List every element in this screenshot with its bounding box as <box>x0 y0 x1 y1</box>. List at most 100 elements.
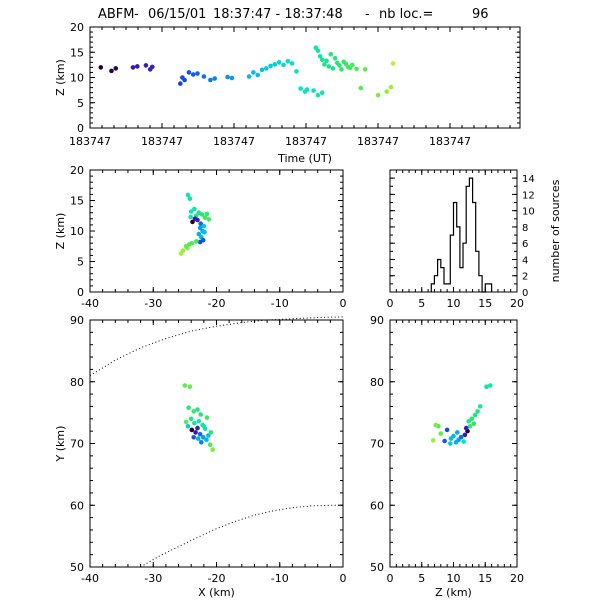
data-point <box>195 217 200 223</box>
data-point <box>212 76 217 81</box>
x-tick-label: 183747 <box>213 135 255 148</box>
data-point <box>289 61 295 66</box>
data-point <box>438 431 444 436</box>
data-point <box>194 239 199 244</box>
histogram-bar <box>485 284 488 292</box>
data-point <box>430 438 436 443</box>
x-tick-label: -20 <box>208 572 226 585</box>
data-point <box>143 63 149 68</box>
y-tick-label: 80 <box>70 376 84 389</box>
boundary-curve <box>89 316 344 377</box>
data-point <box>208 77 213 83</box>
data-point <box>197 431 203 437</box>
data-point <box>466 419 472 424</box>
y-tick-label: 90 <box>70 314 84 327</box>
data-point <box>197 239 203 245</box>
histogram-bar <box>450 235 453 292</box>
data-point <box>204 211 210 217</box>
histogram-bar <box>457 227 460 292</box>
x-tick-label: -40 <box>81 572 99 585</box>
data-point <box>183 419 189 425</box>
data-point <box>375 92 381 98</box>
histogram-bar <box>476 251 479 292</box>
y-tick-label: 14 <box>522 174 535 185</box>
y-tick-label: 10 <box>70 72 84 85</box>
data-point <box>281 62 286 68</box>
y-tick-label: 70 <box>70 438 84 451</box>
title-separator-2: - <box>365 7 370 22</box>
x-tick-label: 0 <box>387 572 394 585</box>
data-point <box>332 56 338 61</box>
y-tick-label: 50 <box>70 561 84 574</box>
data-point <box>272 62 278 67</box>
data-point <box>210 447 215 453</box>
histogram-bar <box>431 284 434 292</box>
y-tick-label: 10 <box>70 225 84 238</box>
data-point <box>354 66 359 72</box>
histogram-bar <box>444 284 447 292</box>
data-point <box>475 409 480 414</box>
x-tick-label: 0 <box>340 297 347 310</box>
x-tick-label: 0 <box>387 297 394 310</box>
data-point <box>202 229 207 235</box>
y-tick-label: 2 <box>522 272 528 283</box>
x-axis-label: X (km) <box>198 586 235 599</box>
panel-altitude-histogram: 0 2 4 6 8 10 12 14 0 5 10 15 20 number of sources <box>387 169 562 310</box>
y-axis-label: Y (km) <box>54 426 67 463</box>
data-point <box>199 440 204 445</box>
y-axis-label: Z (km) <box>54 213 67 250</box>
data-point <box>324 58 329 64</box>
data-point <box>339 67 344 72</box>
data-point <box>469 416 475 422</box>
data-point <box>201 223 207 229</box>
data-point <box>130 65 136 70</box>
y-tick-label: 90 <box>370 314 384 327</box>
data-point <box>315 48 321 53</box>
data-point <box>319 57 325 63</box>
data-point <box>328 52 334 57</box>
data-point <box>197 225 203 231</box>
histogram-bar <box>479 276 482 292</box>
data-point <box>246 74 252 79</box>
x-tick-label: 183747 <box>429 135 471 148</box>
x-tick-label: -10 <box>271 297 289 310</box>
data-point <box>448 436 454 441</box>
data-point <box>484 384 489 390</box>
histogram-bar <box>460 268 463 292</box>
y-tick-label: 4 <box>522 255 528 266</box>
data-point <box>192 420 197 426</box>
data-point <box>453 440 459 445</box>
y-axis-label: Z (km) <box>54 59 67 96</box>
x-tick-label: -30 <box>144 297 162 310</box>
data-point <box>317 54 323 59</box>
panel-x-height: 0 5 10 15 20 -40 -30 -20 -10 0 Z (km) <box>54 164 347 310</box>
data-point <box>182 383 188 388</box>
data-point <box>186 70 192 75</box>
data-point <box>326 64 332 69</box>
histogram-bar <box>463 243 466 292</box>
data-point <box>390 61 396 66</box>
data-point <box>358 85 364 91</box>
x-tick-label: 0 <box>340 572 347 585</box>
data-point <box>113 66 119 71</box>
y-tick-label: 70 <box>370 438 384 451</box>
data-point <box>471 421 477 427</box>
data-point <box>188 214 193 220</box>
y-tick-label: 60 <box>70 499 84 512</box>
data-point <box>322 62 327 67</box>
data-point <box>199 212 205 217</box>
data-point <box>189 427 195 433</box>
title-date: 06/15/01 <box>148 7 206 22</box>
boundary-curve <box>140 504 343 568</box>
data-point <box>191 409 196 414</box>
x-tick-label: 15 <box>478 572 492 585</box>
data-point <box>109 68 114 74</box>
data-point <box>198 221 203 226</box>
data-point <box>285 59 291 64</box>
data-point <box>188 209 194 214</box>
panel-z-y-view: 50 60 70 80 90 0 5 10 15 20 Z (km) <box>370 314 524 599</box>
data-point <box>200 435 206 440</box>
y-tick-label: 80 <box>370 376 384 389</box>
data-point <box>195 425 200 431</box>
